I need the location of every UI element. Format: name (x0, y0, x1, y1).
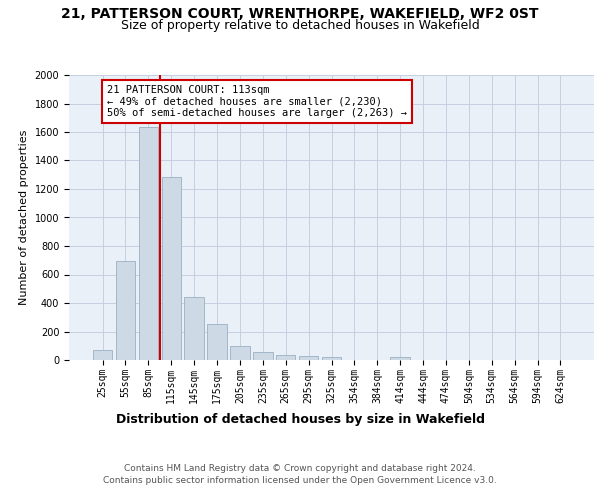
Bar (93, 350, 112, 360)
Bar (230, 346, 250, 360)
Text: Contains HM Land Registry data © Crown copyright and database right 2024.: Contains HM Land Registry data © Crown c… (124, 464, 476, 473)
Bar (161, 177, 181, 360)
Text: Contains public sector information licensed under the Open Government Licence v3: Contains public sector information licen… (103, 476, 497, 485)
Bar (322, 357, 341, 360)
Y-axis label: Number of detached properties: Number of detached properties (19, 130, 29, 305)
Bar (253, 352, 272, 360)
Bar (391, 356, 410, 360)
Bar (299, 356, 319, 360)
Bar (276, 354, 295, 360)
Bar (116, 261, 135, 360)
Text: Size of property relative to detached houses in Wakefield: Size of property relative to detached ho… (121, 19, 479, 32)
Text: 21, PATTERSON COURT, WRENTHORPE, WAKEFIELD, WF2 0ST: 21, PATTERSON COURT, WRENTHORPE, WAKEFIE… (61, 8, 539, 22)
Text: Distribution of detached houses by size in Wakefield: Distribution of detached houses by size … (115, 412, 485, 426)
Text: 21 PATTERSON COURT: 113sqm
← 49% of detached houses are smaller (2,230)
50% of s: 21 PATTERSON COURT: 113sqm ← 49% of deta… (107, 85, 407, 118)
Bar (184, 296, 204, 360)
Bar (208, 324, 227, 360)
Bar (139, 127, 158, 360)
